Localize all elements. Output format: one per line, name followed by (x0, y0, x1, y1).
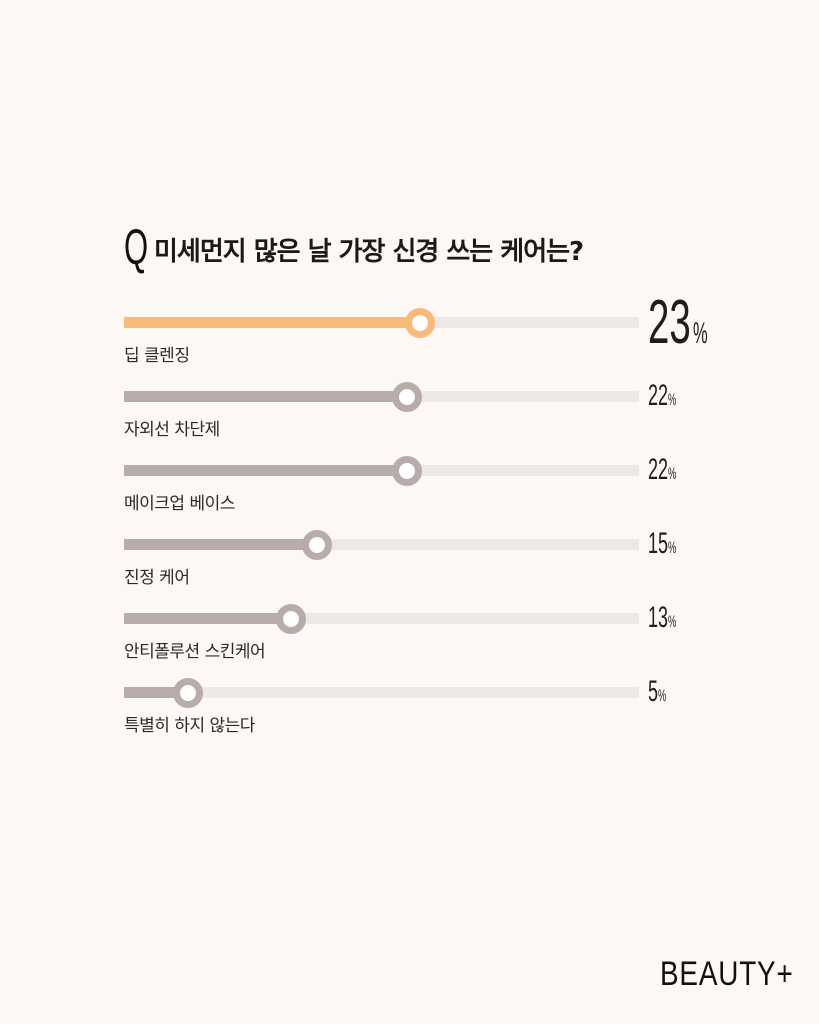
value-label: 5% (648, 675, 667, 708)
bar-track (124, 529, 639, 560)
bar (124, 465, 407, 476)
category-label: 메이크업 베이스 (124, 494, 235, 514)
category-label: 딥 클렌징 (124, 346, 190, 366)
question-heading: Q 미세먼지 많은 날 가장 신경 쓰는 케어는? (124, 222, 584, 272)
bar (124, 317, 420, 328)
bar-end-marker (302, 529, 332, 560)
bar-end-marker (276, 603, 306, 634)
value-label: 22% (648, 379, 677, 412)
bar-end-marker (392, 455, 422, 486)
question-text: 미세먼지 많은 날 가장 신경 쓰는 케어는? (154, 237, 584, 267)
bar-track (124, 603, 639, 634)
value-label: 13% (648, 601, 677, 634)
bar-track (124, 307, 639, 338)
category-label: 자외선 차단제 (124, 420, 220, 440)
bar (124, 539, 317, 550)
bar-end-marker (405, 307, 435, 338)
category-label: 진정 케어 (124, 568, 190, 588)
value-label: 15% (648, 527, 677, 560)
bar (124, 613, 291, 624)
bar (124, 391, 407, 402)
bar-track (124, 677, 639, 708)
bar (124, 687, 188, 698)
bar-end-marker (392, 381, 422, 412)
bar-track (124, 455, 639, 486)
category-label: 특별히 하지 않는다 (124, 716, 255, 736)
bar-end-marker (173, 677, 203, 708)
value-label: 23% (648, 288, 708, 357)
bar-track (124, 381, 639, 412)
brand-logo: BEAUTY+ (660, 955, 794, 993)
value-label: 22% (648, 453, 677, 486)
category-label: 안티폴루션 스킨케어 (124, 642, 266, 662)
